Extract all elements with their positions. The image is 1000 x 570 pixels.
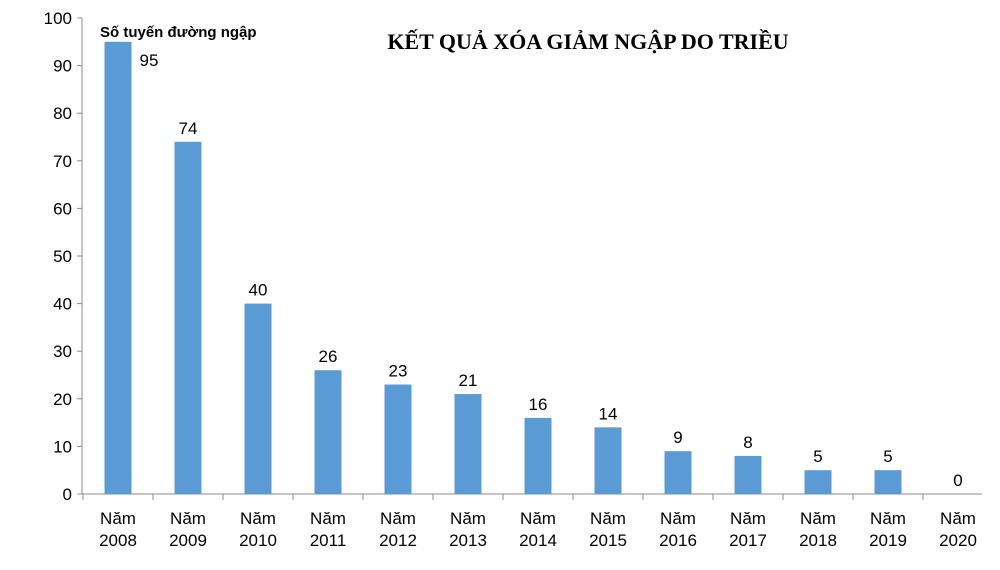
x-tick-labels: Năm 2008 Năm 2009 Năm 2010 Năm 2011 Năm 2012 Năm 20… [99, 509, 977, 550]
bar [874, 470, 902, 494]
data-labels: 95 74 40 26 23 21 16 14 9 8 5 5 0 [140, 51, 963, 490]
data-label: 8 [743, 433, 752, 452]
x-tick-label-line1: Năm [310, 509, 346, 528]
x-tick-label-line1: Năm [240, 509, 276, 528]
data-label: 23 [389, 362, 408, 381]
x-tick-label-line2: 2018 [799, 531, 837, 550]
y-tick-label: 80 [53, 104, 72, 123]
bar [804, 470, 832, 494]
x-tick-label-line2: 2013 [449, 531, 487, 550]
bar [244, 303, 272, 494]
y-tick-label: 0 [63, 485, 72, 504]
x-tick-label-line1: Năm [380, 509, 416, 528]
data-label: 26 [319, 347, 338, 366]
data-label: 16 [529, 395, 548, 414]
x-tick-label-line2: 2016 [659, 531, 697, 550]
data-label: 21 [459, 371, 478, 390]
x-tick-label-line2: 2010 [239, 531, 277, 550]
x-tick-label-line2: 2017 [729, 531, 767, 550]
bar [174, 141, 202, 494]
x-tick-label-line1: Năm [100, 509, 136, 528]
data-label: 5 [883, 447, 892, 466]
data-label: 95 [140, 51, 159, 70]
data-label: 0 [953, 471, 962, 490]
bar [524, 417, 552, 494]
data-label: 40 [249, 281, 268, 300]
x-tick-label-line1: Năm [520, 509, 556, 528]
y-tick-label: 10 [53, 437, 72, 456]
y-tick-label: 90 [53, 57, 72, 76]
x-tick-label-line1: Năm [870, 509, 906, 528]
data-label: 74 [179, 119, 198, 138]
x-tick-label-line2: 2020 [939, 531, 977, 550]
y-tick-label: 30 [53, 342, 72, 361]
x-tick-label-line2: 2009 [169, 531, 207, 550]
y-axis-label: Số tuyến đường ngập [100, 24, 257, 41]
y-tick-labels: 0 10 20 30 40 50 60 70 80 90 100 [44, 9, 72, 504]
x-tick-label-line2: 2012 [379, 531, 417, 550]
data-label: 5 [813, 447, 822, 466]
bars [104, 41, 902, 495]
x-tick-label-line2: 2015 [589, 531, 627, 550]
bar [734, 455, 762, 494]
bar [594, 427, 622, 494]
y-tick-label: 70 [53, 152, 72, 171]
x-tick-label-line1: Năm [590, 509, 626, 528]
x-tick-label-line1: Năm [800, 509, 836, 528]
x-tick-label-line2: 2008 [99, 531, 137, 550]
x-tick-label-line1: Năm [940, 509, 976, 528]
axes [77, 17, 982, 500]
y-tick-label: 50 [53, 247, 72, 266]
y-tick-label: 40 [53, 295, 72, 314]
x-tick-label-line2: 2014 [519, 531, 557, 550]
data-label: 14 [599, 404, 618, 423]
x-tick-label-line1: Năm [730, 509, 766, 528]
x-tick-label-line1: Năm [450, 509, 486, 528]
x-tick-label-line2: 2011 [310, 531, 347, 550]
y-tick-label: 20 [53, 390, 72, 409]
bar [314, 370, 342, 494]
bar [384, 384, 412, 494]
x-tick-label-line1: Năm [170, 509, 206, 528]
x-tick-label-line2: 2019 [869, 531, 907, 550]
bar [664, 451, 692, 494]
chart-title: KẾT QUẢ XÓA GIẢM NGẬP DO TRIỀU [387, 29, 788, 54]
data-label: 9 [673, 428, 682, 447]
y-tick-label: 60 [53, 199, 72, 218]
y-tick-label: 100 [44, 9, 72, 28]
bar [454, 394, 482, 494]
x-tick-label-line1: Năm [660, 509, 696, 528]
bar [104, 41, 132, 495]
